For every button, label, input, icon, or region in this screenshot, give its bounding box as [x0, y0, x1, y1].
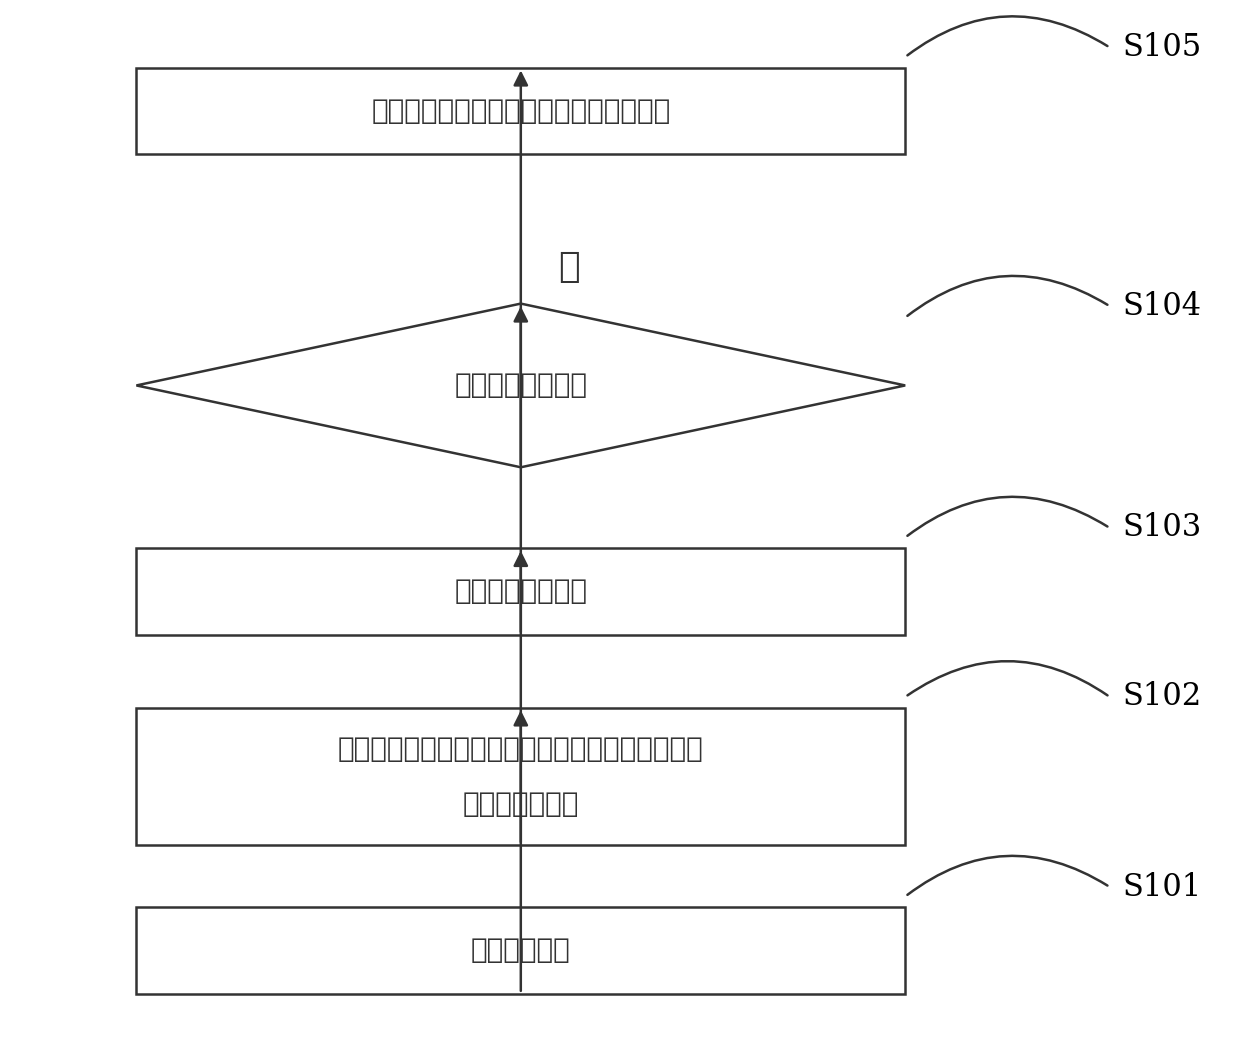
Text: S104: S104	[1122, 290, 1202, 322]
Text: 大接经方案针刺: 大接经方案针刺	[463, 790, 579, 817]
Text: 对照组采用传统大接经方案针刺，观察组采用简化: 对照组采用传统大接经方案针刺，观察组采用简化	[339, 735, 703, 762]
Text: S101: S101	[1122, 871, 1202, 903]
Bar	[136, 548, 905, 635]
Text: 西医基础治疗: 西医基础治疗	[471, 937, 570, 964]
Bar	[136, 68, 905, 154]
Text: S105: S105	[1122, 32, 1202, 63]
Text: 简化大接经方案推广应用及专门仪器研发: 简化大接经方案推广应用及专门仪器研发	[371, 97, 671, 125]
Polygon shape	[136, 304, 905, 467]
Bar	[136, 708, 905, 845]
Bar	[136, 907, 905, 994]
Text: 判断效果是否等效: 判断效果是否等效	[454, 372, 588, 399]
Text: 是: 是	[558, 250, 579, 284]
Text: 中医针刺基础治疗: 中医针刺基础治疗	[454, 578, 588, 605]
Text: S103: S103	[1122, 512, 1202, 544]
Text: S102: S102	[1122, 681, 1202, 713]
